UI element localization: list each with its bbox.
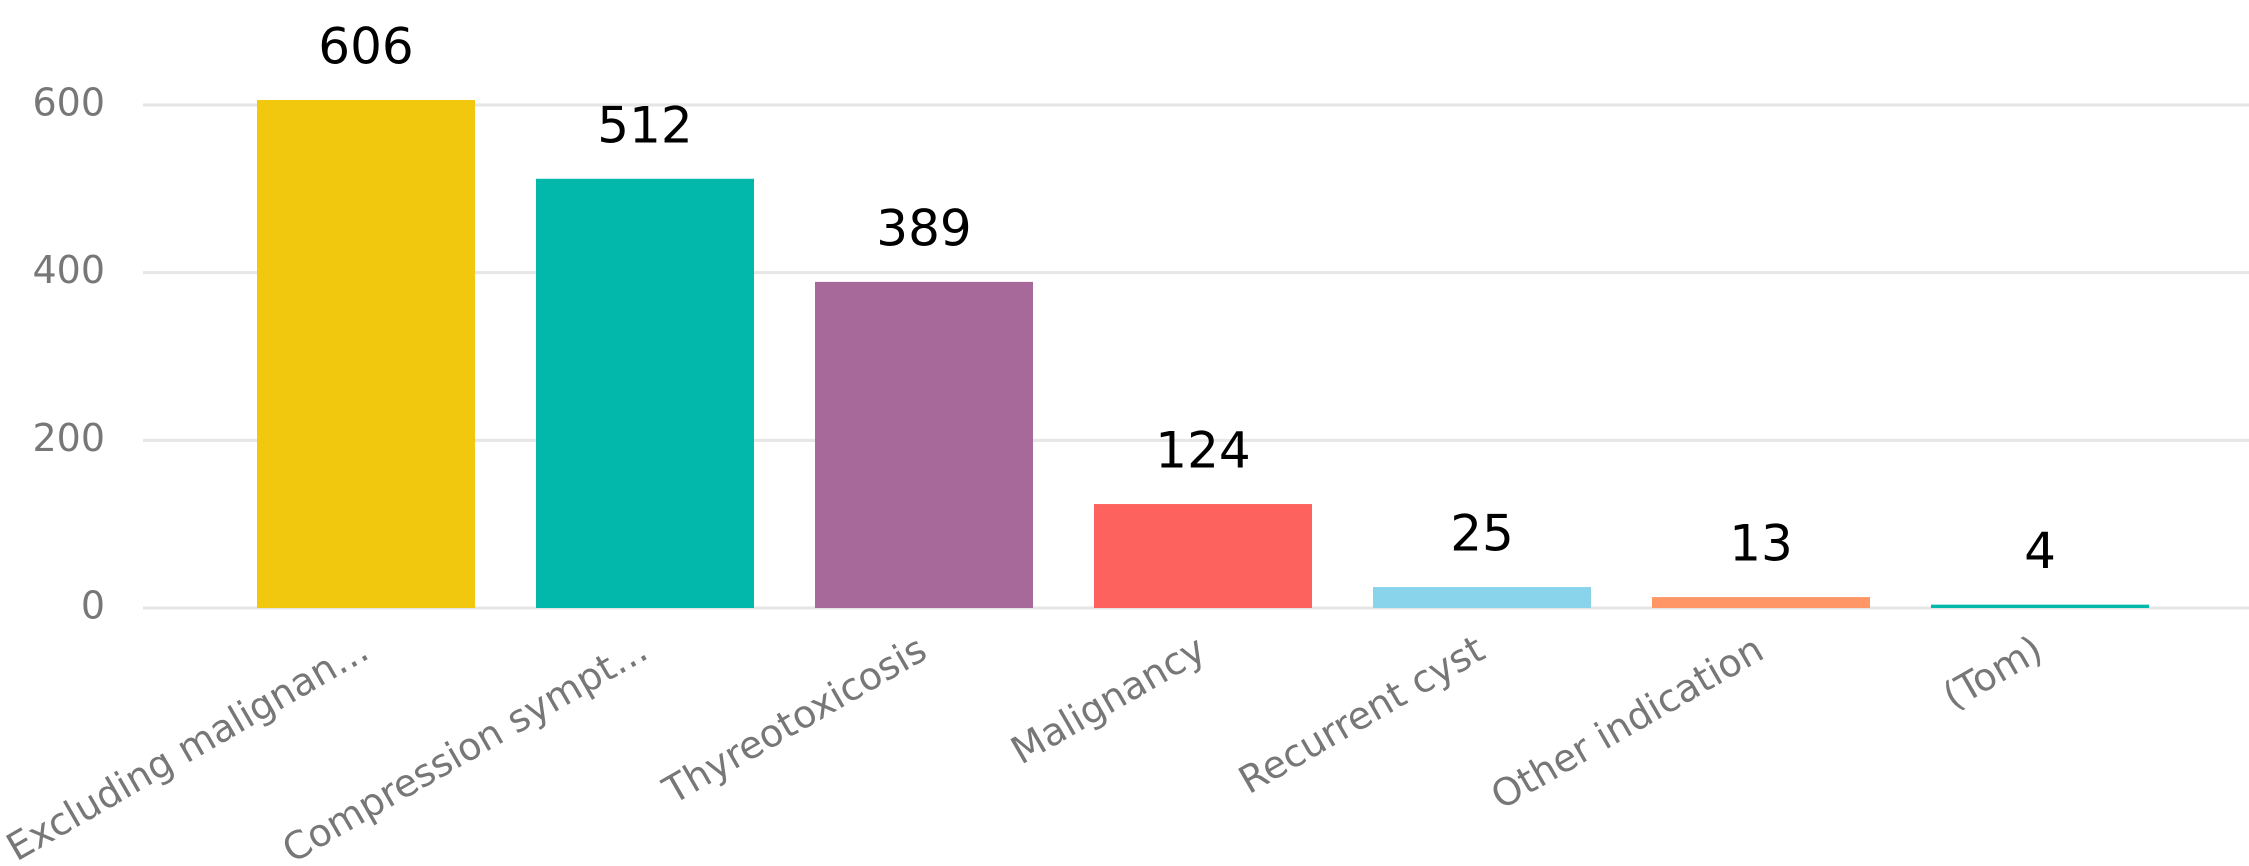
bar: [536, 178, 754, 609]
value-label: 13: [1729, 515, 1793, 573]
value-label: 512: [597, 96, 692, 154]
y-tick-label: 600: [32, 81, 105, 125]
value-label: 4: [2024, 522, 2056, 580]
value-label: 25: [1450, 505, 1514, 563]
y-tick-label: 400: [32, 248, 105, 292]
x-tick-label: Other indication: [1484, 627, 1771, 818]
x-tick-label: Recurrent cyst: [1231, 627, 1491, 803]
y-tick-label: 0: [81, 584, 105, 628]
bar: [1094, 504, 1312, 608]
bar: [1652, 597, 1870, 608]
bar: [1931, 604, 2149, 608]
x-tick-label: Malignancy: [1004, 627, 1213, 773]
bar: [815, 281, 1033, 608]
value-label: 389: [876, 199, 971, 257]
value-label: 124: [1155, 422, 1250, 480]
bar: [1373, 587, 1591, 608]
value-label: 606: [318, 17, 413, 75]
bar: [257, 99, 475, 608]
x-tick-label: Thyreotoxicosis: [655, 627, 934, 813]
x-tick-label: (Tom): [1935, 627, 2049, 718]
y-tick-label: 200: [32, 416, 105, 460]
